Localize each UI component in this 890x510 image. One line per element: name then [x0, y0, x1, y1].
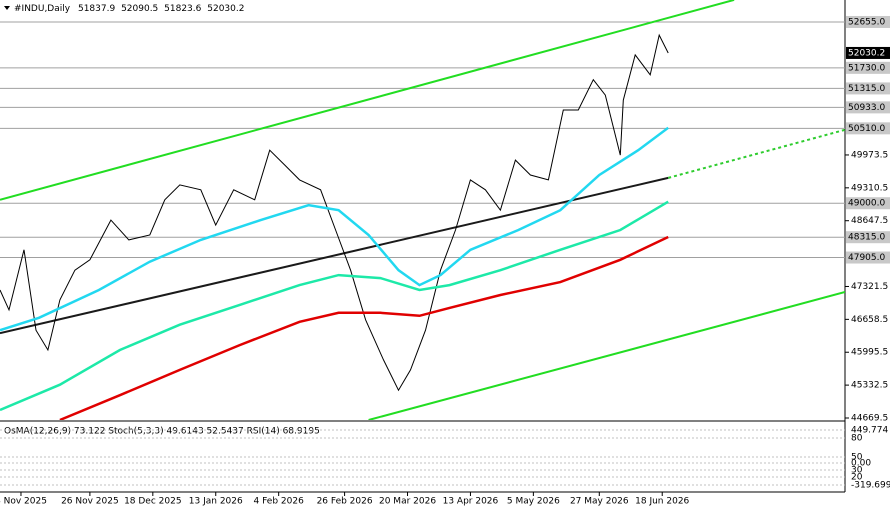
level-label: 47905.0 — [848, 253, 885, 263]
x-tick-label: 26 Feb 2026 — [317, 497, 373, 507]
x-tick-label: 20 Mar 2026 — [379, 497, 436, 507]
trendline — [667, 128, 845, 179]
level-box — [846, 197, 890, 210]
indicator-scale-label: 80 — [851, 434, 863, 444]
y-tick-label: 49973.5 — [851, 150, 888, 160]
indicator-scale-label: 20 — [851, 473, 863, 483]
level-label: 51730.0 — [848, 63, 885, 73]
level-box — [846, 15, 890, 28]
moving-average — [0, 200, 669, 412]
level-label: 48315.0 — [848, 233, 885, 243]
level-label: 51315.0 — [848, 84, 885, 94]
level-label: 52655.0 — [848, 17, 885, 27]
level-box — [846, 122, 890, 135]
x-tick-label: 13 Jan 2026 — [189, 497, 243, 507]
x-tick-label: 4 Feb 2026 — [254, 497, 305, 507]
level-label: 49000.0 — [848, 199, 885, 209]
level-label: 50510.0 — [848, 124, 885, 134]
header: #INDU,Daily 51837.9 52090.5 51823.6 5203… — [14, 4, 244, 14]
current-price-box — [846, 46, 890, 59]
plot-area — [0, 0, 845, 420]
x-tick-label: 5 May 2026 — [507, 497, 560, 507]
x-tick-label: 18 Dec 2025 — [124, 497, 182, 507]
price-line — [0, 33, 669, 392]
current-price-label: 52030.2 — [848, 48, 885, 58]
level-box — [846, 61, 890, 74]
y-tick-label: 45995.5 — [851, 348, 888, 358]
high: 52090.5 — [121, 4, 158, 14]
trendline — [0, 0, 735, 201]
y-tick-label: 49310.5 — [851, 183, 888, 193]
indicator-scale-label: 449.774 — [851, 426, 888, 436]
indicator-scale-label: 30 — [851, 466, 863, 476]
y-tick-label: 44669.5 — [851, 413, 888, 423]
level-box — [846, 101, 890, 114]
x-tick-label: 26 Nov 2025 — [61, 497, 119, 507]
x-tick-label: 4 Nov 2025 — [0, 497, 47, 507]
y-tick-label: 46658.5 — [851, 315, 888, 325]
y-tick-label: 47321.5 — [851, 282, 888, 292]
symbol: #INDU,Daily — [14, 4, 71, 14]
level-box — [846, 231, 890, 244]
y-tick-label: 48647.5 — [851, 216, 888, 226]
moving-average — [59, 235, 669, 420]
open: 51837.9 — [78, 4, 115, 14]
x-tick-label: 18 Jun 2026 — [635, 497, 689, 507]
x-tick-label: 27 May 2026 — [570, 497, 629, 507]
level-box — [846, 251, 890, 264]
moving-average — [0, 126, 669, 332]
x-tick-label: 13 Apr 2026 — [443, 497, 499, 507]
indicator-scale-label: -319.699 — [851, 481, 890, 491]
y-tick-label: 45332.5 — [851, 381, 888, 391]
level-label: 50933.0 — [848, 103, 885, 113]
indicator-scale-label: 50 — [851, 453, 863, 463]
level-box — [846, 82, 890, 95]
trendline — [0, 176, 669, 335]
collapse-icon — [4, 6, 10, 10]
low: 51823.6 — [164, 4, 201, 14]
indicator-label: OsMA(12,26,9) 73.122 Stoch(5,3,3) 49.614… — [4, 427, 320, 437]
close: 52030.2 — [207, 4, 244, 14]
indicator-scale-label: 0.00 — [851, 459, 871, 469]
trendline — [368, 291, 845, 420]
